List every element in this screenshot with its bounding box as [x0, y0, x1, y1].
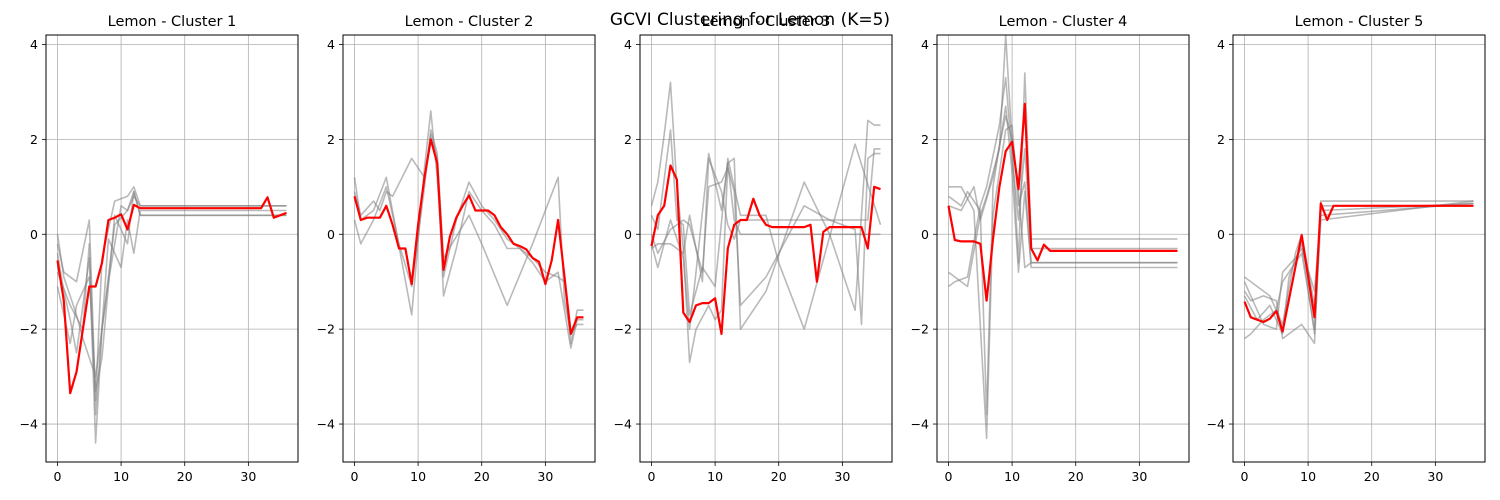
subplot-5: 0 10 20 30 −4 −2 0 2 4 Lemon - Cluster 5 — [1207, 14, 1486, 484]
y-tick-label: 2 — [624, 132, 632, 147]
axes-frame — [45, 34, 299, 463]
x-tick-label: 10 — [113, 469, 129, 484]
member-line — [353, 133, 584, 349]
member-line — [650, 152, 881, 326]
member-line — [1243, 202, 1474, 331]
y-tick-label: −2 — [1207, 322, 1225, 337]
y-tick-label: 2 — [30, 132, 38, 147]
member-line — [353, 129, 584, 335]
y-tick-label: 4 — [624, 37, 632, 52]
subplot-title: Lemon - Cluster 2 — [405, 14, 534, 30]
member-line — [650, 81, 881, 364]
axes-frame — [1232, 34, 1486, 463]
subplot-title: Lemon - Cluster 3 — [702, 14, 831, 30]
member-line — [948, 35, 1178, 288]
y-tick-label: −4 — [614, 417, 632, 432]
figure-suptitle: GCVI Clustering for Lemon (K=5) — [610, 10, 890, 30]
series-group — [650, 81, 882, 364]
y-tick-label: 0 — [327, 227, 335, 242]
member-line — [56, 190, 287, 392]
x-tick-label: 10 — [410, 469, 426, 484]
x-tick-label: 0 — [944, 469, 952, 484]
centroid-line — [650, 164, 881, 335]
x-tick-label: 0 — [647, 469, 655, 484]
y-tick-label: −4 — [20, 417, 38, 432]
x-tick-label: 20 — [474, 469, 490, 484]
x-tick-label: 10 — [707, 469, 723, 484]
member-line — [948, 114, 1178, 269]
x-tick-label: 0 — [350, 469, 358, 484]
y-tick-label: 4 — [327, 37, 335, 52]
centroid-line — [1243, 202, 1474, 333]
y-tick-label: 0 — [921, 227, 929, 242]
y-tick-label: −2 — [911, 322, 929, 337]
y-tick-label: 0 — [1217, 227, 1225, 242]
x-tick-label: 0 — [53, 469, 61, 484]
centroid-line — [947, 102, 1178, 302]
x-tick-label: 10 — [1300, 469, 1316, 484]
x-tick-label: 20 — [177, 469, 193, 484]
subplot-1: 0 10 20 30 −4 −2 0 2 4 Lemon - Cluster 1 — [20, 14, 299, 484]
y-tick-label: −2 — [317, 322, 335, 337]
y-tick-label: 2 — [1217, 132, 1225, 147]
x-tick-label: 30 — [240, 469, 256, 484]
x-tick-label: 10 — [1004, 469, 1020, 484]
series-group — [56, 186, 287, 444]
centroid-line — [56, 196, 287, 395]
subplot-title: Lemon - Cluster 5 — [1295, 14, 1424, 30]
subplot-3: 0 10 20 30 −4 −2 0 2 4 Lemon - Cluster 3 — [614, 14, 893, 484]
y-tick-label: 0 — [30, 227, 38, 242]
series-group — [947, 35, 1178, 440]
x-tick-label: 30 — [834, 469, 850, 484]
series-group — [1243, 200, 1474, 345]
x-tick-label: 20 — [1364, 469, 1380, 484]
axes-frame — [639, 34, 893, 463]
y-tick-label: −4 — [1207, 417, 1225, 432]
x-tick-label: 20 — [771, 469, 787, 484]
subplot-2: 0 10 20 30 −4 −2 0 2 4 Lemon - Cluster 2 — [317, 14, 596, 484]
series-group — [353, 110, 584, 349]
member-line — [353, 110, 584, 345]
member-line — [650, 129, 882, 331]
axes-frame — [936, 34, 1190, 463]
y-tick-label: 2 — [327, 132, 335, 147]
x-tick-label: 30 — [537, 469, 553, 484]
x-tick-label: 20 — [1068, 469, 1084, 484]
subplot-title: Lemon - Cluster 4 — [999, 14, 1128, 30]
subplot-4: 0 10 20 30 −4 −2 0 2 4 Lemon - Cluster 4 — [911, 14, 1190, 484]
y-tick-label: −2 — [614, 322, 632, 337]
y-tick-label: −2 — [20, 322, 38, 337]
y-tick-label: 2 — [921, 132, 929, 147]
y-tick-label: −4 — [317, 417, 335, 432]
centroid-line — [353, 138, 584, 335]
axes-frame — [342, 34, 596, 463]
x-tick-label: 30 — [1131, 469, 1147, 484]
x-tick-label: 0 — [1240, 469, 1248, 484]
y-tick-label: 4 — [30, 37, 38, 52]
member-line — [651, 148, 881, 283]
y-tick-label: 4 — [1217, 37, 1225, 52]
member-line — [948, 76, 1178, 288]
subplot-title: Lemon - Cluster 1 — [108, 14, 237, 30]
y-tick-label: −4 — [911, 417, 929, 432]
y-tick-label: 4 — [921, 37, 929, 52]
x-tick-label: 30 — [1427, 469, 1443, 484]
y-tick-label: 0 — [624, 227, 632, 242]
